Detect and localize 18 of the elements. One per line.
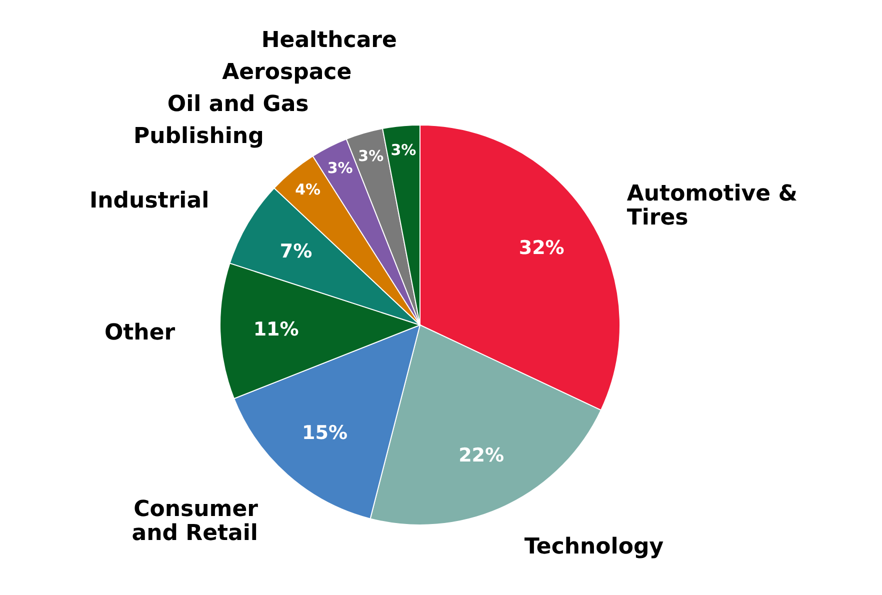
data-label: 3%: [327, 159, 353, 178]
data-label: 4%: [295, 180, 321, 198]
data-label: 32%: [518, 236, 564, 259]
data-label: 22%: [458, 444, 504, 466]
data-label: 15%: [302, 422, 348, 444]
data-label: 11%: [253, 318, 299, 341]
slice-label: Technology: [524, 534, 664, 560]
data-label: 7%: [280, 240, 312, 263]
data-label: 3%: [358, 146, 384, 165]
slice-label: Oil and Gas: [167, 92, 309, 118]
slice-label: Automotive & Tires: [626, 182, 798, 231]
slice-label: Healthcare: [261, 28, 397, 54]
slice-label: Aerospace: [222, 60, 352, 86]
slice-label: Other: [104, 320, 176, 346]
slice-label: Consumer and Retail: [132, 496, 258, 546]
slice-label: Publishing: [134, 124, 264, 150]
slice-label: Industrial: [89, 188, 210, 214]
data-label: 3%: [390, 140, 416, 159]
